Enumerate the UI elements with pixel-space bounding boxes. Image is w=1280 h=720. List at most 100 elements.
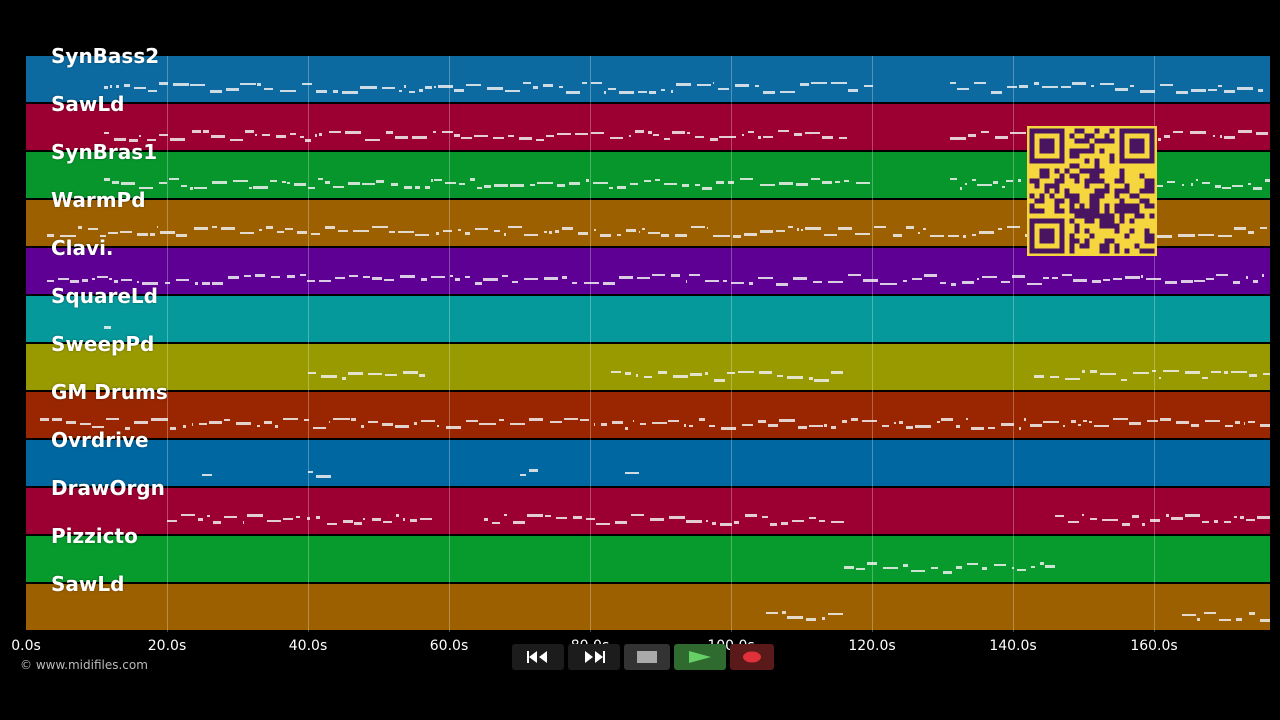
midi-note [1061, 86, 1071, 88]
midi-note [244, 130, 254, 133]
track-lane [26, 296, 1270, 342]
track-lanes [26, 56, 1270, 632]
midi-note [694, 136, 705, 138]
midi-note [696, 84, 711, 86]
midi-note [512, 281, 518, 283]
midi-note [1125, 276, 1140, 279]
midi-note [233, 180, 248, 182]
midi-note [600, 234, 611, 237]
midi-note [348, 182, 361, 185]
midi-note [474, 228, 488, 230]
record-button[interactable] [730, 644, 774, 670]
midi-note [1033, 82, 1040, 85]
midi-note [202, 130, 210, 133]
midi-note [192, 423, 194, 426]
midi-note [579, 419, 590, 421]
midi-note [1218, 85, 1223, 87]
rewind-button[interactable] [512, 644, 564, 670]
midi-note [635, 374, 638, 377]
midi-note [324, 181, 330, 184]
midi-note [668, 420, 679, 422]
midi-note [596, 523, 610, 525]
midi-note [410, 519, 417, 522]
midi-note [543, 84, 553, 87]
fast-forward-button[interactable] [568, 644, 620, 670]
midi-note [1214, 185, 1221, 188]
midi-note [134, 87, 146, 89]
midi-note [1245, 276, 1248, 279]
midi-note [1093, 425, 1110, 427]
midi-note [1191, 424, 1199, 427]
midi-note [114, 138, 127, 141]
midi-note [353, 230, 370, 232]
midi-note [425, 86, 432, 89]
midi-note [289, 133, 296, 135]
midi-note [409, 91, 416, 93]
midi-note [1042, 277, 1050, 279]
midi-note [1232, 185, 1244, 187]
midi-note [51, 418, 62, 421]
midi-note [672, 375, 688, 378]
midi-note [949, 82, 956, 84]
midi-note [384, 279, 395, 281]
midi-note [663, 138, 671, 140]
midi-note [801, 229, 804, 231]
midi-note [652, 422, 668, 424]
midi-note [1181, 184, 1185, 186]
midi-note [1151, 370, 1157, 372]
midi-note [308, 471, 313, 473]
midi-note [1257, 89, 1263, 92]
midi-note [922, 228, 926, 230]
qr-code-image [1029, 128, 1155, 254]
stop-button[interactable] [624, 644, 670, 670]
midi-note [632, 420, 634, 422]
midi-note [361, 183, 375, 185]
midi-note [1158, 377, 1161, 379]
midi-note [614, 521, 627, 524]
time-gridline [872, 56, 873, 632]
track-label: SawLd [51, 92, 125, 116]
midi-note [434, 179, 442, 181]
midi-note [650, 518, 664, 521]
midi-note [466, 420, 479, 422]
midi-note [444, 182, 456, 184]
midi-note [1213, 135, 1215, 137]
midi-note [612, 421, 623, 424]
midi-note [1233, 516, 1238, 518]
midi-note [644, 376, 653, 378]
midi-note [744, 514, 757, 517]
midi-note [503, 233, 506, 236]
midi-note [741, 134, 744, 136]
midi-note [1259, 227, 1268, 229]
midi-note [653, 134, 660, 136]
midi-note [714, 379, 725, 382]
time-gridline [1013, 56, 1014, 632]
midi-note [80, 423, 91, 425]
midi-note [103, 86, 109, 89]
midi-note [566, 91, 580, 94]
midi-note [1247, 183, 1252, 185]
midi-note [562, 276, 568, 279]
midi-note [602, 282, 616, 285]
midi-note [851, 418, 859, 421]
midi-note [1164, 281, 1178, 284]
midi-note [415, 234, 430, 236]
midi-note [577, 232, 588, 235]
midi-note [843, 180, 850, 182]
time-gridline [731, 56, 732, 632]
midi-note [82, 279, 89, 282]
midi-note [1067, 521, 1079, 523]
midi-note [838, 227, 852, 230]
midi-note [512, 521, 526, 524]
midi-note [734, 521, 739, 524]
midi-note [492, 522, 500, 524]
midi-note [949, 137, 966, 140]
copyright-text: © www.midifiles.com [20, 658, 148, 672]
midi-note [1197, 618, 1200, 621]
play-button[interactable] [674, 644, 726, 670]
midi-note [1189, 131, 1207, 134]
midi-note [382, 423, 393, 426]
midi-note [1190, 89, 1207, 92]
midi-note [363, 518, 366, 520]
midi-note [758, 420, 766, 423]
